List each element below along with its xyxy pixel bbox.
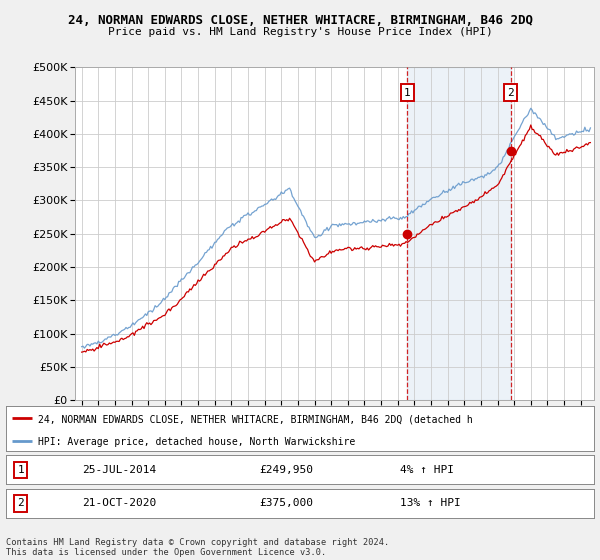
Text: 25-JUL-2014: 25-JUL-2014 [82,465,157,475]
Text: 4% ↑ HPI: 4% ↑ HPI [400,465,454,475]
Text: HPI: Average price, detached house, North Warwickshire: HPI: Average price, detached house, Nort… [38,437,356,447]
Text: 24, NORMAN EDWARDS CLOSE, NETHER WHITACRE, BIRMINGHAM, B46 2DQ (detached h: 24, NORMAN EDWARDS CLOSE, NETHER WHITACR… [38,414,473,424]
Text: 1: 1 [17,465,24,475]
Text: 2: 2 [17,498,24,508]
Text: Price paid vs. HM Land Registry's House Price Index (HPI): Price paid vs. HM Land Registry's House … [107,27,493,37]
Text: 24, NORMAN EDWARDS CLOSE, NETHER WHITACRE, BIRMINGHAM, B46 2DQ: 24, NORMAN EDWARDS CLOSE, NETHER WHITACR… [67,14,533,27]
Text: 21-OCT-2020: 21-OCT-2020 [82,498,157,508]
Text: 2: 2 [508,87,514,97]
Text: £249,950: £249,950 [259,465,313,475]
Text: 13% ↑ HPI: 13% ↑ HPI [400,498,461,508]
Text: Contains HM Land Registry data © Crown copyright and database right 2024.
This d: Contains HM Land Registry data © Crown c… [6,538,389,557]
Text: £375,000: £375,000 [259,498,313,508]
Bar [407,67,511,400]
Text: 1: 1 [404,87,410,97]
